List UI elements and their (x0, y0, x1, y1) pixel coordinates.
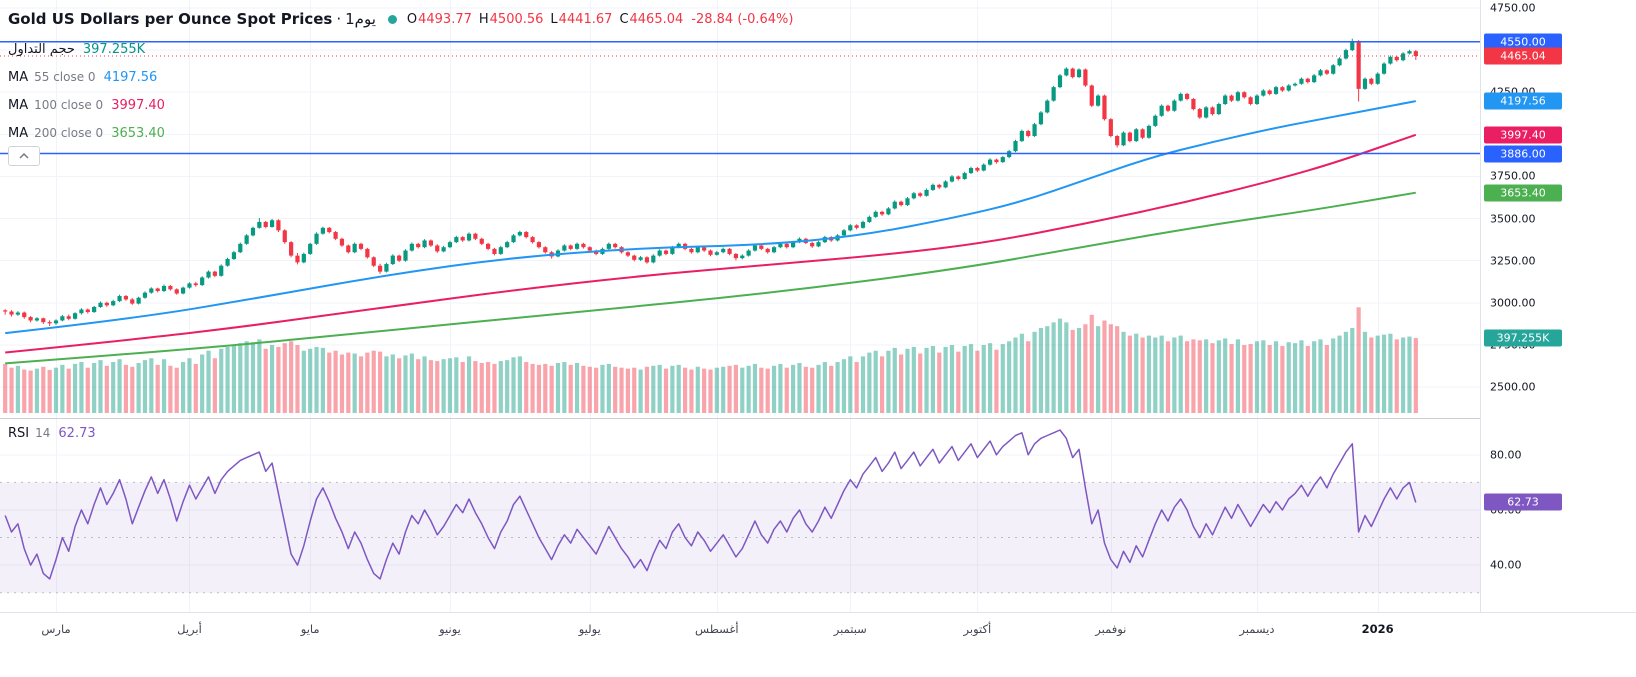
ma100-value: 3997.40 (111, 97, 165, 113)
axis-badge: 3886.00 (1484, 145, 1562, 163)
rsi-tick: 40.00 (1490, 558, 1522, 572)
price-tick: 3000.00 (1490, 296, 1536, 310)
ma55-value: 4197.56 (103, 69, 158, 85)
price-tick: 3750.00 (1490, 169, 1536, 183)
rsi-params: 14 (35, 426, 51, 440)
time-axis-label: 2026 (1361, 622, 1394, 636)
ma100-name: MA (8, 97, 29, 113)
volume-bars (3, 307, 1418, 413)
ma200-params: 200 close 0 (34, 126, 104, 140)
market-status-icon (387, 14, 397, 24)
ma100-legend-row[interactable]: MA 100 close 0 3997.40 (8, 94, 800, 116)
price-axis[interactable]: 4750.004250.003750.003500.003250.003000.… (1480, 0, 1567, 612)
time-axis-label: مايو (300, 622, 320, 636)
gridlines (0, 0, 1480, 612)
price-tick: 3500.00 (1490, 212, 1536, 226)
high-label: H (478, 11, 489, 27)
time-axis-label: سبتمبر (833, 622, 867, 636)
time-axis-label: أغسطس (695, 622, 739, 636)
axis-badge: 4197.56 (1484, 92, 1562, 110)
time-axis-label: أبريل (177, 622, 202, 636)
ma55-name: MA (8, 69, 29, 85)
axis-badge: 397.255K (1484, 329, 1562, 347)
price-tick: 4750.00 (1490, 1, 1536, 15)
open-value: 4493.77 (418, 11, 472, 27)
low-label: L (550, 11, 558, 27)
close-value: 4465.04 (629, 11, 684, 27)
high-value: 4500.56 (489, 11, 544, 27)
time-axis-label: يوليو (578, 622, 601, 636)
ma200-legend-row[interactable]: MA 200 close 0 3653.40 (8, 122, 800, 144)
ma55-legend-row[interactable]: MA 55 close 0 4197.56 (8, 66, 800, 88)
rsi-tick: 80.00 (1490, 448, 1522, 462)
price-tick: 2500.00 (1490, 380, 1536, 394)
time-axis-label: يونيو (439, 622, 461, 636)
symbol-legend-row[interactable]: Gold US Dollars per Ounce Spot Prices · … (8, 6, 800, 32)
time-axis[interactable]: مارس أبريل مايو يونيو يوليو أغسطس سبتمبر أكتوبر… (0, 612, 1636, 650)
axis-badge: 3997.40 (1484, 126, 1562, 144)
rsi-name: RSI (8, 425, 30, 441)
low-value: 4441.67 (558, 11, 613, 27)
volume-label: حجم التداول (8, 41, 75, 57)
time-axis-label: نوفمبر (1095, 622, 1127, 636)
close-label: C (619, 11, 629, 27)
legend-panel: Gold US Dollars per Ounce Spot Prices · … (8, 6, 800, 150)
ma200-value: 3653.40 (111, 125, 165, 141)
ma100-params: 100 close 0 (34, 98, 104, 112)
axis-badge: 4550.00 (1484, 33, 1562, 51)
ma200-name: MA (8, 125, 29, 141)
rsi-value: 62.73 (58, 425, 96, 441)
axis-badge: 4465.04 (1484, 47, 1562, 65)
price-lines (0, 40, 1480, 155)
ma55-params: 55 close 0 (34, 70, 96, 84)
rsi-badge: 62.73 (1484, 493, 1562, 511)
title-separator: · (336, 10, 342, 28)
time-axis-label: ديسمبر (1239, 622, 1275, 636)
price-change: -28.84 (-0.64%) (691, 11, 794, 27)
chevron-up-icon (19, 153, 29, 159)
rsi-legend-row[interactable]: RSI 14 62.73 (8, 422, 96, 444)
time-axis-label: مارس (41, 622, 71, 636)
candlestick-chart[interactable] (0, 0, 1480, 612)
volume-legend-row[interactable]: حجم التداول 397.255K (8, 38, 800, 60)
chart-title: Gold US Dollars per Ounce Spot Prices (8, 10, 333, 28)
time-axis-label: أكتوبر (963, 622, 992, 636)
interval-label[interactable]: 1يوم (345, 10, 376, 28)
legend-collapse-button[interactable] (8, 146, 40, 166)
rsi-plot (0, 429, 1480, 594)
open-label: O (406, 11, 418, 27)
ohlc-values: O 4493.77 H 4500.56 L 4441.67 C 4465.04 -28.… (407, 12, 801, 27)
ma-lines (5, 100, 1417, 365)
volume-value: 397.255K (82, 41, 146, 57)
price-tick: 3250.00 (1490, 254, 1536, 268)
axis-badge: 3653.40 (1484, 184, 1562, 202)
